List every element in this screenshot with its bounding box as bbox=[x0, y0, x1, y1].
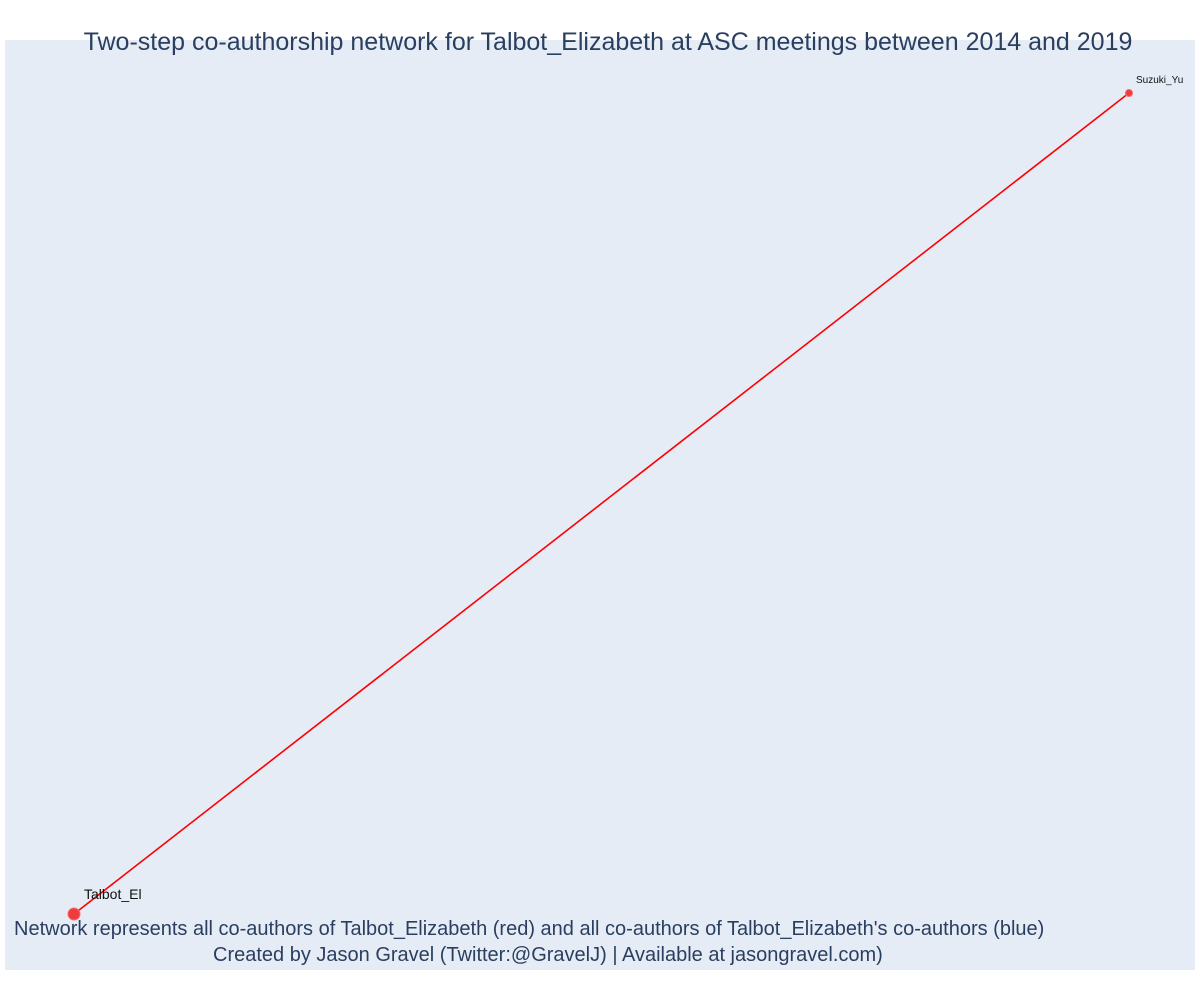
network-edge-0 bbox=[73, 92, 1130, 915]
caption-credit: Created by Jason Gravel (Twitter:@Gravel… bbox=[213, 944, 883, 966]
chart-title: Two-step co-authorship network for Talbo… bbox=[83, 28, 1133, 56]
caption-description: Network represents all co-authors of Tal… bbox=[14, 918, 1045, 940]
nodes-layer bbox=[67, 89, 1133, 921]
node-label-suzuki-yu: Suzuki_Yu bbox=[1136, 75, 1183, 86]
network-node-suzuki-yu[interactable] bbox=[1125, 89, 1133, 97]
network-plot-area: Talbot_El Suzuki_Yu bbox=[5, 40, 1195, 970]
labels-layer: Talbot_El Suzuki_Yu bbox=[84, 75, 1183, 902]
node-label-talbot-el: Talbot_El bbox=[84, 886, 142, 902]
network-node-talbot-el[interactable] bbox=[67, 907, 81, 921]
edges-layer bbox=[73, 92, 1130, 915]
